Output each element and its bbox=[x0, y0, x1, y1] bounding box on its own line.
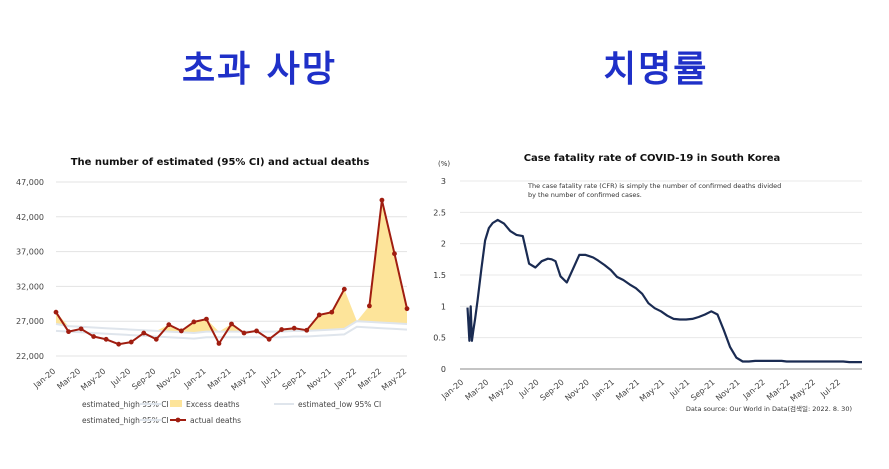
legend-label: Excess deaths bbox=[186, 400, 240, 409]
y-tick-label: 42,000 bbox=[16, 213, 44, 222]
heading-excess-deaths: 초과 사망 bbox=[182, 49, 338, 90]
actual-deaths-point bbox=[316, 312, 322, 318]
x-tick-label: Sep-20 bbox=[538, 378, 565, 403]
heading-case-fatality: 치명률 bbox=[603, 49, 709, 90]
y-tick-label: 1.5 bbox=[433, 271, 446, 280]
actual-deaths-point bbox=[341, 286, 347, 292]
actual-deaths-point bbox=[153, 336, 159, 342]
actual-deaths-point bbox=[78, 326, 84, 332]
x-tick-label: Mar-22 bbox=[765, 378, 792, 403]
y-tick-label: 27,000 bbox=[16, 317, 44, 326]
legend-swatch bbox=[170, 400, 182, 407]
x-tick-label: May-20 bbox=[487, 378, 515, 404]
legend-label: estimated_high 95% CI bbox=[82, 416, 169, 425]
actual-deaths-point bbox=[204, 316, 209, 322]
actual-deaths-point bbox=[103, 336, 109, 342]
x-tick-label: Nov-21 bbox=[714, 378, 742, 403]
x-tick-label: Jul-22 bbox=[818, 378, 842, 400]
excess-deaths-area bbox=[56, 200, 407, 333]
y-tick-label: 0 bbox=[441, 365, 446, 374]
actual-deaths-point bbox=[392, 251, 397, 257]
y-tick-label: 1 bbox=[441, 302, 446, 311]
x-tick-label: Jan-20 bbox=[439, 378, 465, 402]
chart-title: The number of estimated (95% CI) and act… bbox=[71, 157, 370, 168]
actual-deaths-point bbox=[191, 319, 197, 325]
actual-deaths-point bbox=[141, 330, 147, 336]
actual-deaths-point bbox=[304, 327, 310, 333]
actual-deaths-point bbox=[329, 309, 335, 315]
legend-marker bbox=[175, 417, 181, 423]
actual-deaths-point bbox=[379, 197, 385, 203]
x-tick-label: Jan-21 bbox=[590, 378, 616, 402]
data-source: Data source: Our World in Data(검색일: 2022… bbox=[686, 404, 852, 413]
actual-deaths-point bbox=[116, 341, 122, 347]
actual-deaths-point bbox=[178, 328, 184, 334]
legend-label: actual deaths bbox=[190, 416, 241, 425]
actual-deaths-point bbox=[66, 329, 71, 335]
annotation-line: by the number of confirmed cases. bbox=[528, 191, 642, 199]
y-tick-label: 32,000 bbox=[16, 282, 44, 291]
legend-label: estimated_low 95% CI bbox=[298, 400, 381, 409]
x-tick-label: Jan-22 bbox=[741, 378, 767, 402]
x-tick-label: Mar-21 bbox=[614, 378, 641, 403]
actual-deaths-point bbox=[53, 309, 59, 315]
y-tick-label: 3 bbox=[441, 177, 446, 186]
x-tick-label: May-22 bbox=[789, 378, 817, 404]
x-tick-label: May-21 bbox=[638, 378, 666, 404]
actual-deaths-point bbox=[254, 328, 259, 334]
x-tick-label: Jul-20 bbox=[517, 378, 541, 400]
estimated-low-line bbox=[55, 325, 408, 340]
x-tick-label: Nov-20 bbox=[563, 378, 591, 403]
y-tick-label: 0.5 bbox=[433, 334, 446, 343]
cfr-line bbox=[466, 218, 862, 364]
actual-deaths-point bbox=[404, 306, 410, 312]
y-tick-label: 37,000 bbox=[16, 248, 44, 257]
x-tick-label: Jul-21 bbox=[667, 378, 691, 400]
actual-deaths-point bbox=[91, 334, 97, 339]
actual-deaths-point bbox=[279, 327, 285, 332]
y-tick-label: 2.5 bbox=[433, 208, 446, 217]
actual-deaths-point bbox=[266, 336, 272, 342]
chart-title: Case fatality rate of COVID-19 in South … bbox=[524, 153, 781, 164]
x-tick-label: Mar-20 bbox=[463, 378, 490, 403]
y-tick-label: 47,000 bbox=[16, 178, 44, 187]
legend-label: estimated_high 95% CI bbox=[82, 400, 169, 409]
x-tick-label: Sep-21 bbox=[689, 378, 716, 403]
unit-label: (%) bbox=[438, 160, 450, 168]
y-tick-label: 2 bbox=[441, 240, 446, 249]
estimated-high-line bbox=[55, 320, 408, 335]
actual-deaths-point bbox=[128, 339, 134, 345]
actual-deaths-point bbox=[166, 322, 172, 328]
y-tick-label: 22,000 bbox=[16, 352, 44, 361]
actual-deaths-point bbox=[229, 321, 234, 327]
actual-deaths-point bbox=[241, 330, 247, 336]
actual-deaths-point bbox=[216, 341, 222, 346]
actual-deaths-point bbox=[366, 303, 372, 309]
actual-deaths-point bbox=[291, 325, 297, 331]
annotation-line: The case fatality rate (CFR) is simply t… bbox=[527, 182, 781, 190]
